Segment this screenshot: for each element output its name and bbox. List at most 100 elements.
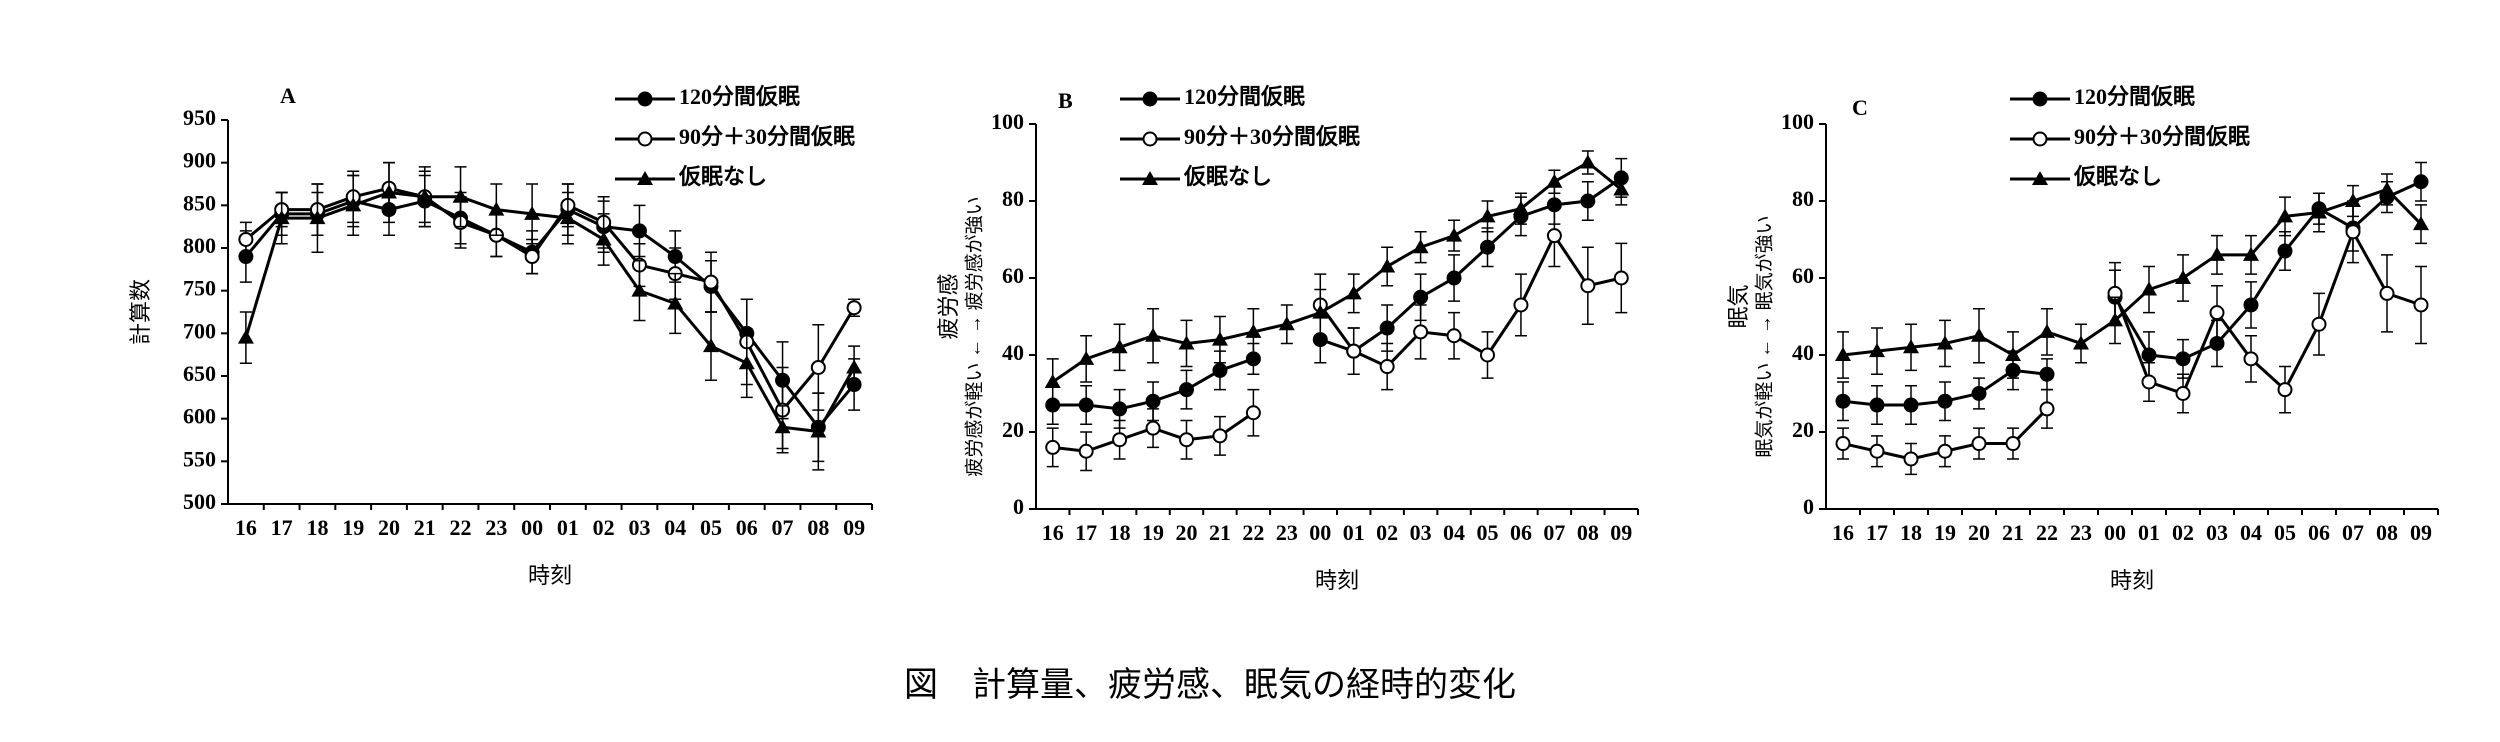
x-tick-label: 22: [450, 515, 472, 540]
y-tick-label: 60: [1792, 263, 1814, 288]
data-point: [452, 188, 469, 203]
legend-marker: [637, 91, 653, 107]
data-point: [2379, 181, 2395, 196]
data-point: [2413, 297, 2429, 313]
data-point: [2107, 312, 2123, 327]
data-point: [2175, 351, 2191, 367]
data-point: [1546, 173, 1563, 188]
x-tick-label: 20: [378, 515, 400, 540]
y-tick-label: 750: [183, 276, 216, 301]
x-tick-label: 16: [1832, 520, 1854, 545]
legend-marker: [637, 171, 653, 185]
legend-label: 仮眠なし: [678, 164, 767, 189]
data-point: [1179, 432, 1194, 448]
data-point: [667, 295, 684, 310]
x-tick-label: 20: [1176, 520, 1198, 545]
data-point: [1903, 397, 1919, 413]
data-point: [237, 329, 254, 344]
data-point: [1245, 323, 1262, 338]
x-tick-label: 07: [1543, 520, 1565, 545]
legend-label: 90分＋30分間仮眠: [2074, 124, 2250, 149]
data-point: [1212, 428, 1228, 444]
x-tick-label: 07: [772, 515, 794, 540]
x-tick-label: 08: [1577, 520, 1599, 545]
y-tick-label: 60: [1002, 263, 1024, 288]
data-point: [1345, 285, 1362, 300]
y-tick-label: 800: [183, 233, 216, 258]
x-axis-label: 時刻: [2110, 568, 2154, 593]
data-point: [1379, 320, 1395, 336]
data-point: [309, 210, 326, 225]
series-line: [244, 186, 856, 413]
legend-marker: [2032, 171, 2048, 185]
x-tick-label: 17: [1866, 520, 1888, 545]
data-point: [2413, 216, 2429, 231]
data-point: [1869, 397, 1885, 413]
y-tick-label: 20: [1002, 417, 1024, 442]
data-point: [2345, 224, 2361, 240]
x-tick-label: 21: [414, 515, 436, 540]
data-point: [2277, 208, 2293, 223]
data-point: [1412, 239, 1429, 254]
legend-label: 仮眠なし: [1183, 164, 1272, 189]
x-tick-label: 09: [2410, 520, 2432, 545]
data-point: [1580, 193, 1596, 209]
data-point: [1413, 289, 1429, 305]
y-tick-label: 950: [183, 105, 216, 130]
data-point: [595, 231, 612, 246]
data-point: [1835, 393, 1851, 409]
data-point: [488, 201, 505, 216]
data-point: [2209, 246, 2225, 261]
data-point: [273, 210, 290, 225]
x-tick-label: 03: [1410, 520, 1432, 545]
x-tick-label: 05: [1477, 520, 1499, 545]
data-point: [1145, 327, 1162, 342]
x-tick-label: 17: [271, 515, 293, 540]
x-tick-label: 18: [306, 515, 328, 540]
data-point: [774, 419, 791, 434]
data-point: [1145, 420, 1161, 436]
data-point: [2243, 297, 2259, 313]
panel-label: C: [1852, 95, 1868, 120]
data-point: [416, 188, 433, 203]
data-point: [703, 274, 719, 290]
data-point: [1078, 443, 1094, 459]
data-point: [1179, 382, 1194, 398]
x-tick-label: 21: [2002, 520, 2024, 545]
x-tick-label: 00: [1309, 520, 1331, 545]
data-point: [1513, 297, 1529, 313]
y-axis-label: 計算数: [128, 279, 153, 345]
data-point: [1835, 347, 1851, 361]
y-tick-label: 80: [1002, 186, 1024, 211]
x-tick-label: 01: [557, 515, 579, 540]
data-point: [1903, 339, 1919, 354]
x-tick-label: 03: [628, 515, 650, 540]
data-point: [2175, 270, 2191, 284]
data-point: [810, 423, 827, 438]
data-point: [1446, 270, 1462, 286]
data-point: [1579, 154, 1596, 169]
data-point: [1835, 436, 1851, 452]
x-tick-label: 06: [1510, 520, 1532, 545]
data-point: [1111, 339, 1128, 354]
data-point: [1971, 327, 1987, 342]
x-tick-label: 09: [843, 515, 865, 540]
data-point: [1211, 331, 1228, 346]
series-line: [1319, 176, 1623, 353]
legend-label: 120分間仮眠: [2074, 84, 2195, 109]
data-point: [2175, 386, 2191, 401]
data-point: [2039, 366, 2055, 382]
legend-label: 90分＋30分間仮眠: [1184, 124, 1360, 149]
x-tick-label: 19: [342, 515, 364, 540]
data-point: [1145, 393, 1161, 409]
data-point: [2277, 243, 2293, 259]
data-point: [1112, 401, 1128, 417]
legend-label: 120分間仮眠: [1184, 84, 1305, 109]
y-tick-label: 0: [1013, 494, 1024, 519]
data-point: [2277, 382, 2293, 398]
data-point: [1413, 324, 1429, 340]
x-tick-label: 05: [2274, 520, 2296, 545]
y-tick-label: 20: [1792, 417, 1814, 442]
data-point: [381, 184, 397, 199]
data-point: [1937, 393, 1953, 409]
